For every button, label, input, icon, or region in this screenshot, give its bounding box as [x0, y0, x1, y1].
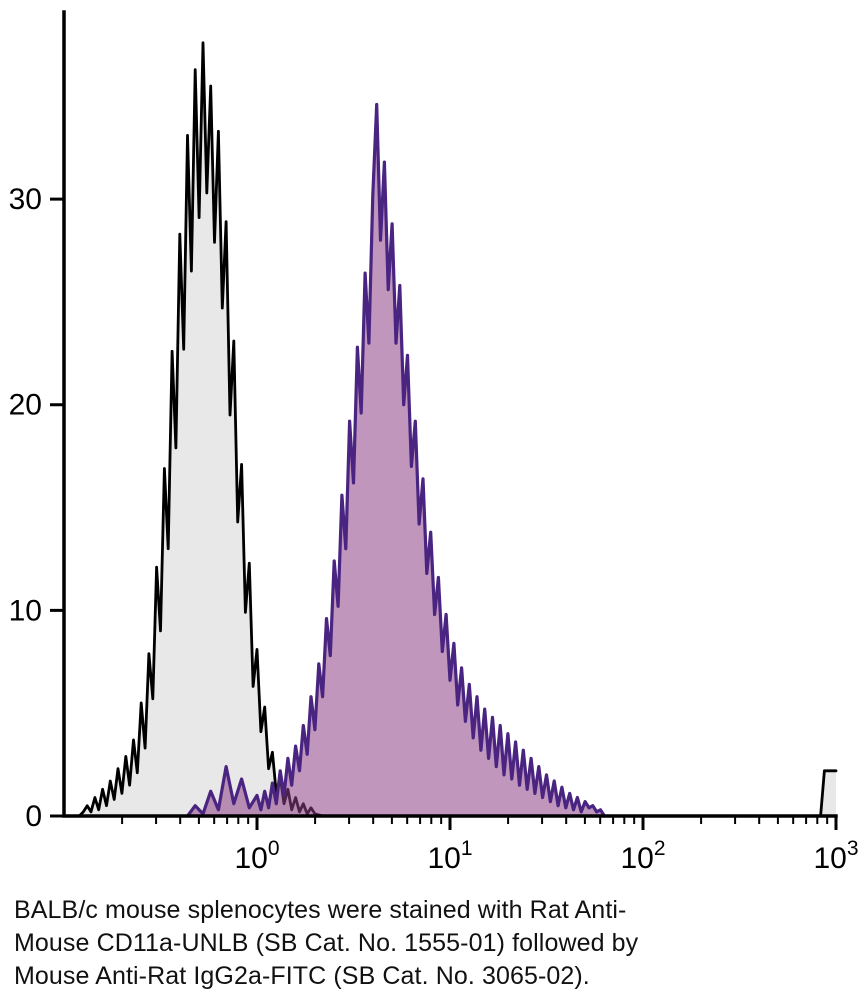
caption-line: Mouse Anti-Rat IgG2a-FITC (SB Cat. No. 3… — [14, 962, 590, 990]
y-tick-label: 20 — [9, 389, 42, 422]
caption-line: BALB/c mouse splenocytes were stained wi… — [14, 896, 627, 924]
x-tick-label: 102 — [620, 837, 665, 875]
caption-line: Mouse CD11a-UNLB (SB Cat. No. 1555-01) f… — [14, 929, 639, 957]
x-tick-label: 100 — [234, 837, 279, 875]
y-tick-label: 0 — [25, 800, 42, 833]
series-outline-1 — [185, 102, 606, 818]
y-tick-label: 30 — [9, 183, 42, 216]
histogram-plot: 0 10 20 30 100 101 102 103 — [9, 10, 859, 875]
series-fill-0 — [79, 42, 836, 817]
plot-area: 0 10 20 30 100 101 102 103 — [9, 10, 859, 875]
x-tick-label: 101 — [427, 837, 472, 875]
x-tick-label: 103 — [813, 837, 858, 875]
series-fill-1 — [187, 104, 605, 816]
y-tick-label: 10 — [9, 594, 42, 627]
caption: BALB/c mouse splenocytes were stained wi… — [14, 894, 844, 993]
